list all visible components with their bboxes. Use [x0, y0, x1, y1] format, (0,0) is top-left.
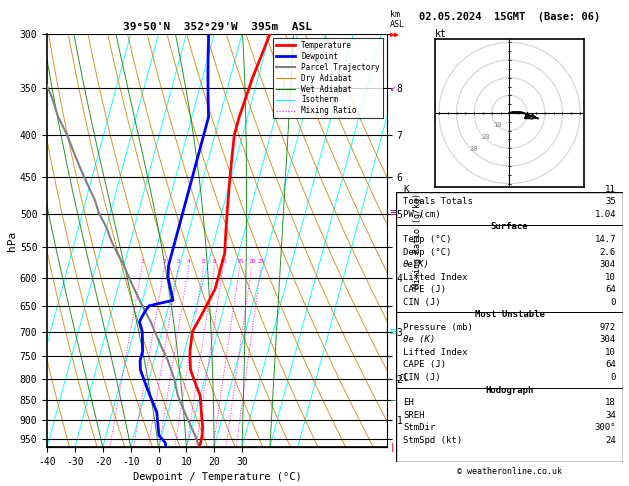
Text: Mixing Ratio (g/kg): Mixing Ratio (g/kg) [413, 193, 421, 288]
Text: 20: 20 [248, 259, 255, 264]
Text: 8: 8 [213, 259, 216, 264]
Text: 25: 25 [257, 259, 265, 264]
Text: 0: 0 [611, 373, 616, 382]
Text: Totals Totals: Totals Totals [403, 197, 473, 207]
Text: 1: 1 [140, 259, 144, 264]
Text: CAPE (J): CAPE (J) [403, 285, 446, 294]
Text: θe(K): θe(K) [403, 260, 430, 269]
Text: 304: 304 [600, 335, 616, 345]
Text: ─: ─ [390, 396, 395, 404]
Text: CIN (J): CIN (J) [403, 373, 441, 382]
Text: ≡: ≡ [390, 208, 397, 219]
Text: SREH: SREH [403, 411, 425, 420]
Text: 972: 972 [600, 323, 616, 332]
Text: 304: 304 [600, 260, 616, 269]
X-axis label: Dewpoint / Temperature (°C): Dewpoint / Temperature (°C) [133, 472, 301, 483]
Text: 30: 30 [469, 146, 478, 152]
Text: 2.6: 2.6 [600, 247, 616, 257]
Title: 39°50'N  352°29'W  395m  ASL: 39°50'N 352°29'W 395m ASL [123, 22, 311, 32]
Text: Dewp (°C): Dewp (°C) [403, 247, 452, 257]
Text: 64: 64 [605, 361, 616, 369]
Text: 18: 18 [605, 398, 616, 407]
Text: K: K [403, 185, 408, 194]
Text: 0: 0 [611, 298, 616, 307]
Text: ▶▶: ▶▶ [390, 30, 400, 38]
Text: θe (K): θe (K) [403, 335, 435, 345]
Text: 300°: 300° [594, 423, 616, 432]
Text: ↙: ↙ [390, 83, 397, 93]
Text: Hodograph: Hodograph [486, 385, 533, 395]
Text: StmDir: StmDir [403, 423, 435, 432]
Text: 34: 34 [605, 411, 616, 420]
Text: Most Unstable: Most Unstable [474, 310, 545, 319]
Text: 1.04: 1.04 [594, 210, 616, 219]
Y-axis label: hPa: hPa [7, 230, 17, 251]
Text: |: | [390, 443, 395, 451]
Text: 02.05.2024  15GMT  (Base: 06): 02.05.2024 15GMT (Base: 06) [419, 12, 600, 22]
Text: 24: 24 [605, 436, 616, 445]
Text: 2: 2 [163, 259, 167, 264]
Text: Lifted Index: Lifted Index [403, 273, 467, 282]
Text: LCL: LCL [394, 374, 409, 383]
Text: 10: 10 [605, 273, 616, 282]
Text: 3: 3 [177, 259, 181, 264]
Text: 20: 20 [481, 134, 490, 140]
Text: StmSpd (kt): StmSpd (kt) [403, 436, 462, 445]
Text: ≡: ≡ [390, 327, 397, 337]
Text: Pressure (mb): Pressure (mb) [403, 323, 473, 332]
Text: 4: 4 [187, 259, 191, 264]
Text: PW (cm): PW (cm) [403, 210, 441, 219]
Text: 10: 10 [493, 122, 502, 128]
Text: 15: 15 [236, 259, 243, 264]
Text: 6: 6 [202, 259, 206, 264]
Text: km
ASL: km ASL [390, 10, 405, 29]
Text: CAPE (J): CAPE (J) [403, 361, 446, 369]
Text: 10: 10 [605, 348, 616, 357]
Text: Lifted Index: Lifted Index [403, 348, 467, 357]
Text: 14.7: 14.7 [594, 235, 616, 244]
Text: kt: kt [435, 29, 447, 39]
Text: 10: 10 [220, 259, 227, 264]
Text: 35: 35 [605, 197, 616, 207]
Text: © weatheronline.co.uk: © weatheronline.co.uk [457, 467, 562, 476]
Text: CIN (J): CIN (J) [403, 298, 441, 307]
Text: 64: 64 [605, 285, 616, 294]
Text: EH: EH [403, 398, 414, 407]
Text: Temp (°C): Temp (°C) [403, 235, 452, 244]
Text: 11: 11 [605, 185, 616, 194]
Text: Surface: Surface [491, 223, 528, 231]
Legend: Temperature, Dewpoint, Parcel Trajectory, Dry Adiabat, Wet Adiabat, Isotherm, Mi: Temperature, Dewpoint, Parcel Trajectory… [273, 38, 383, 119]
